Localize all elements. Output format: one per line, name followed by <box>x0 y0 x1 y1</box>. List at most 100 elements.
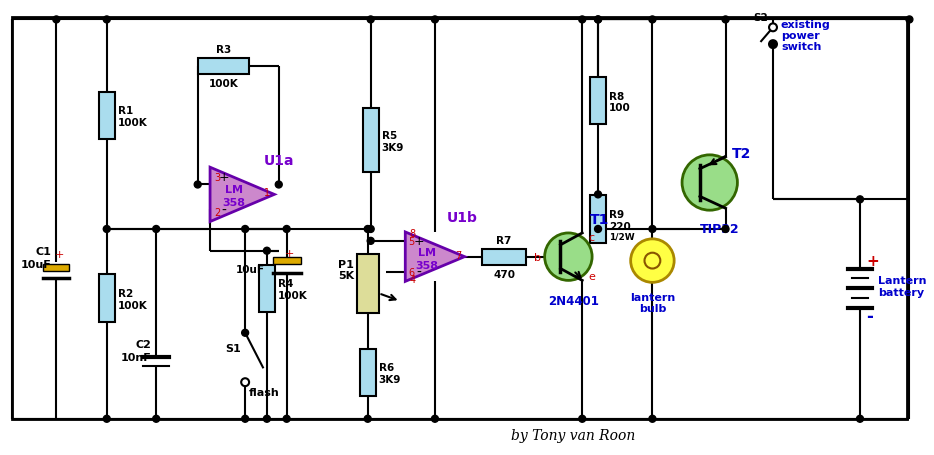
Bar <box>198 59 249 75</box>
Text: 5: 5 <box>408 236 415 246</box>
Text: U1a: U1a <box>264 153 294 167</box>
Circle shape <box>769 41 777 49</box>
Text: power: power <box>781 31 820 41</box>
Text: 100K: 100K <box>118 300 148 310</box>
Text: 3K9: 3K9 <box>378 374 401 384</box>
Circle shape <box>579 17 586 24</box>
Text: +: + <box>285 248 294 258</box>
Text: 1/2W: 1/2W <box>609 232 634 241</box>
Text: 100: 100 <box>609 103 630 113</box>
Text: -: - <box>866 307 872 325</box>
Text: Lantern: Lantern <box>878 276 927 286</box>
Circle shape <box>242 226 248 233</box>
Circle shape <box>579 415 586 422</box>
Circle shape <box>276 182 282 188</box>
Circle shape <box>241 379 249 386</box>
Circle shape <box>595 17 601 24</box>
Circle shape <box>364 226 371 233</box>
Text: T1: T1 <box>590 212 610 227</box>
Text: 100K: 100K <box>208 79 238 89</box>
Text: C2: C2 <box>135 339 151 349</box>
Bar <box>99 92 115 140</box>
Text: +: + <box>866 253 879 268</box>
Circle shape <box>242 415 248 422</box>
Circle shape <box>432 17 438 24</box>
Circle shape <box>630 239 674 283</box>
Circle shape <box>856 197 863 203</box>
Bar <box>259 265 275 312</box>
Text: S2: S2 <box>754 13 768 23</box>
Text: 10nF: 10nF <box>120 353 151 363</box>
Circle shape <box>283 415 290 422</box>
Text: 470: 470 <box>493 269 516 279</box>
Text: 358: 358 <box>416 260 439 270</box>
Bar <box>482 249 526 265</box>
Text: battery: battery <box>878 288 924 298</box>
Text: 220: 220 <box>609 222 630 232</box>
Text: existing: existing <box>781 20 830 30</box>
Circle shape <box>649 226 656 233</box>
Text: 2: 2 <box>214 208 220 217</box>
Circle shape <box>595 192 601 198</box>
Text: +: + <box>54 249 64 259</box>
Text: 3K9: 3K9 <box>382 142 403 152</box>
Text: 2N4401: 2N4401 <box>548 294 599 308</box>
Text: lantern: lantern <box>630 293 675 303</box>
Circle shape <box>595 17 601 24</box>
Polygon shape <box>210 168 275 222</box>
Text: LM: LM <box>225 185 243 195</box>
Circle shape <box>263 415 270 422</box>
Bar <box>362 109 378 173</box>
Text: bulb: bulb <box>639 303 666 313</box>
Circle shape <box>367 226 375 233</box>
Bar <box>590 78 606 125</box>
Circle shape <box>153 226 160 233</box>
Text: R1: R1 <box>118 106 133 116</box>
Circle shape <box>104 17 110 24</box>
Circle shape <box>364 415 371 422</box>
Text: R5: R5 <box>382 131 397 141</box>
Text: 1: 1 <box>264 188 270 198</box>
Text: R8: R8 <box>609 91 624 101</box>
Text: 100K: 100K <box>118 118 148 128</box>
Text: 5K: 5K <box>338 271 354 281</box>
Circle shape <box>856 415 863 422</box>
Text: +: + <box>219 171 229 184</box>
Circle shape <box>153 415 160 422</box>
Text: R7: R7 <box>497 235 512 245</box>
Text: -: - <box>417 265 421 279</box>
Circle shape <box>104 415 110 422</box>
Circle shape <box>595 226 601 233</box>
Circle shape <box>367 17 375 24</box>
Text: R6: R6 <box>378 363 394 373</box>
Text: 3: 3 <box>214 172 220 182</box>
Circle shape <box>242 329 248 337</box>
Text: P1: P1 <box>338 259 354 269</box>
Text: 7: 7 <box>456 250 461 260</box>
Text: b: b <box>533 252 541 262</box>
Text: S1: S1 <box>225 343 241 353</box>
Text: R9: R9 <box>609 210 624 220</box>
Bar <box>12 18 908 419</box>
Text: by Tony van Roon: by Tony van Roon <box>511 428 635 442</box>
Circle shape <box>104 226 110 233</box>
Text: R3: R3 <box>216 45 231 55</box>
Bar <box>273 257 301 264</box>
Text: TIP32: TIP32 <box>700 222 740 236</box>
Text: T2: T2 <box>731 147 751 161</box>
Text: 358: 358 <box>223 198 246 208</box>
Text: 8: 8 <box>409 228 416 238</box>
Text: R4: R4 <box>277 279 293 289</box>
Bar <box>357 254 378 313</box>
Text: e: e <box>588 272 595 282</box>
Text: C1: C1 <box>35 246 51 256</box>
Text: +: + <box>414 235 424 248</box>
Text: 10uF: 10uF <box>21 259 51 269</box>
Circle shape <box>53 17 60 24</box>
Text: flash: flash <box>249 387 280 397</box>
Circle shape <box>906 17 913 24</box>
Text: c: c <box>588 233 594 243</box>
Text: R2: R2 <box>118 288 133 298</box>
Bar <box>590 196 606 243</box>
Circle shape <box>432 415 438 422</box>
